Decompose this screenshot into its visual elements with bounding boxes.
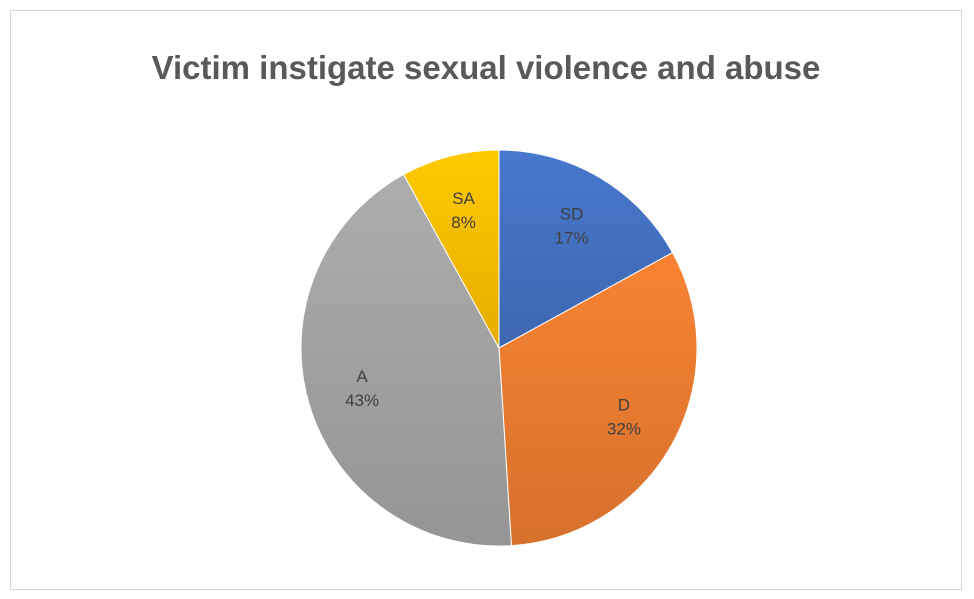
- pie-chart: SD 17% D 32% A 43% SA 8%: [300, 149, 698, 547]
- pie-slices: [300, 149, 698, 547]
- slice-category-label-d: D: [618, 396, 630, 415]
- slice-value-label-d: 32%: [607, 420, 641, 439]
- slice-value-label-sa: 8%: [451, 213, 476, 232]
- slice-category-label-sd: SD: [560, 204, 584, 223]
- slice-value-label-a: 43%: [345, 391, 379, 410]
- pie-slice-a: [300, 173, 512, 547]
- pie-slice-sd: [498, 149, 674, 349]
- slice-category-label-a: A: [356, 367, 368, 386]
- pie-slice-sa: [402, 149, 500, 349]
- slice-category-label-sa: SA: [452, 189, 475, 208]
- chart-container: Victim instigate sexual violence and abu…: [10, 10, 962, 590]
- pie-labels: SD 17% D 32% A 43% SA 8%: [345, 189, 641, 439]
- pie-slice-d: [498, 251, 698, 547]
- chart-title: Victim instigate sexual violence and abu…: [151, 49, 821, 86]
- slice-value-label-sd: 17%: [555, 228, 589, 247]
